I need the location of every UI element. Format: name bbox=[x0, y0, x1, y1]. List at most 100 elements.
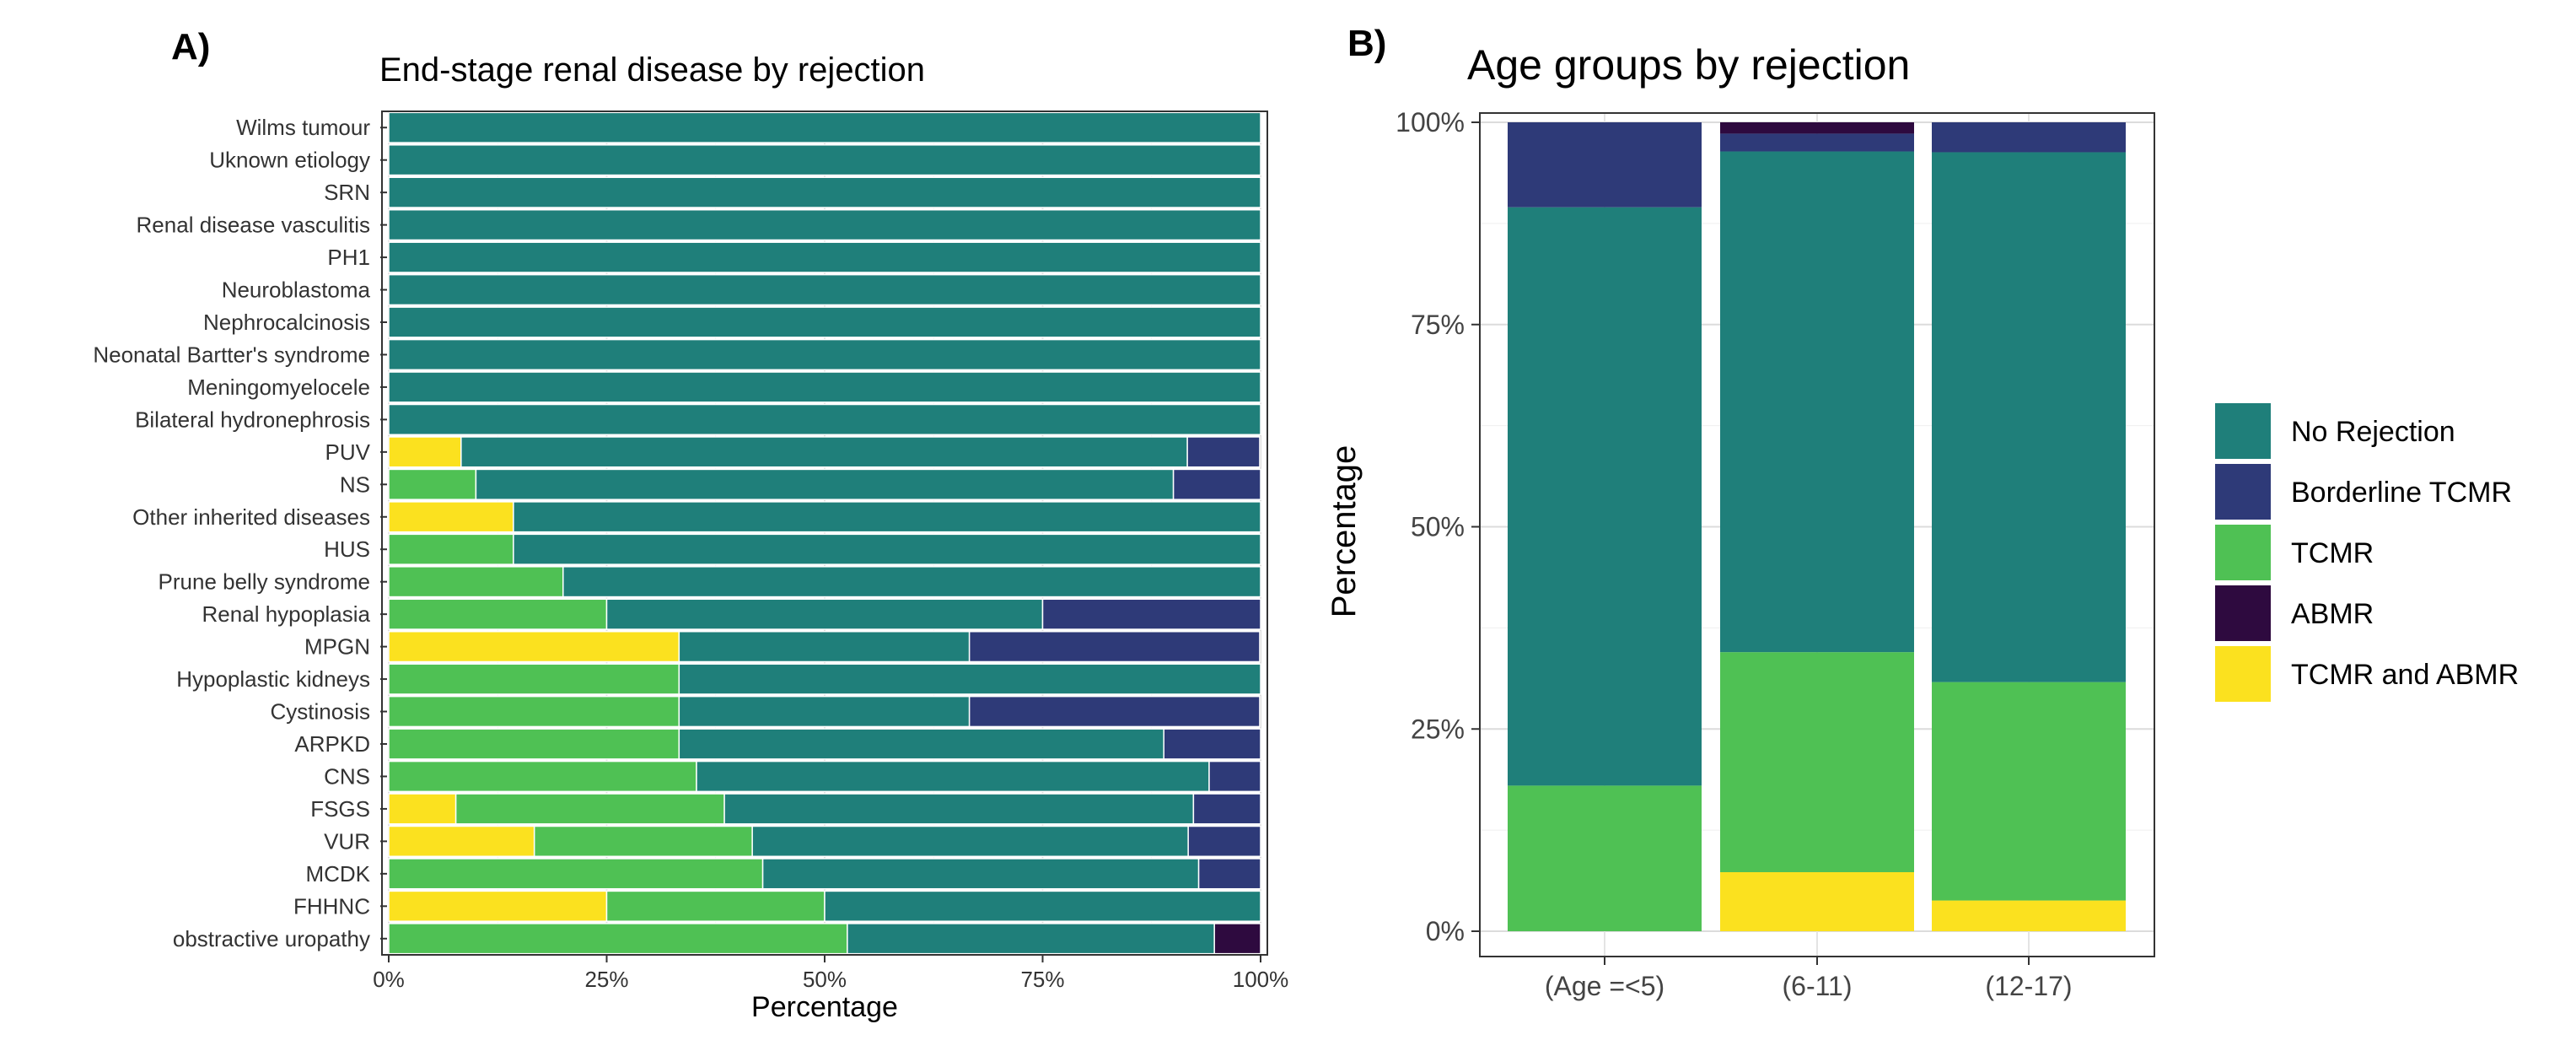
chart-a-category-label: CNS bbox=[324, 763, 370, 789]
chart-a-bar-vur-tcmr-and-abmr bbox=[388, 825, 535, 858]
chart-a-bar-ns-borderline-tcmr bbox=[1172, 468, 1261, 500]
chart-a-bar-mpgn-tcmr-and-abmr bbox=[388, 630, 680, 663]
chart-a-bar-bilateral-hydronephrosis-no-rejection bbox=[388, 403, 1261, 436]
chart-b-bar-12-17-borderline-tcmr bbox=[1932, 122, 2126, 153]
chart-a-category-label: Other inherited diseases bbox=[132, 504, 370, 530]
chart-a-category-label: Hypoplastic kidneys bbox=[176, 666, 370, 692]
chart-a-category-label: PUV bbox=[325, 439, 371, 465]
chart-b-x-tick-label: (Age =<5) bbox=[1545, 971, 1664, 1001]
chart-a-bar-mpgn-no-rejection bbox=[678, 630, 971, 663]
chart-a-bar-meningomyelocele-no-rejection bbox=[388, 371, 1261, 403]
chart-a-bar-fsgs-no-rejection bbox=[723, 793, 1195, 825]
chart-a-category-label: VUR bbox=[324, 828, 370, 854]
chart-a-category-label: MPGN bbox=[304, 634, 370, 660]
chart-a-bar-vur-no-rejection bbox=[751, 825, 1189, 858]
chart-a-x-tick-label: 0% bbox=[373, 967, 405, 992]
chart-a-category-label: Cystinosis bbox=[271, 699, 370, 725]
chart-a-bar-other-inherited-diseases-tcmr-and-abmr bbox=[388, 501, 514, 533]
chart-b-bar-6-11-abmr bbox=[1720, 122, 1914, 134]
chart-a-category-labels: Wilms tumour Uknown etiology SRN Renal dise… bbox=[93, 115, 387, 951]
chart-a-bar-arpkd-no-rejection bbox=[678, 728, 1164, 760]
chart-a-category-label: MCDK bbox=[305, 861, 370, 887]
chart-a-bar-cns-borderline-tcmr bbox=[1208, 760, 1261, 793]
legend-swatch-no-rejection bbox=[2215, 403, 2271, 459]
chart-a-x-tick-label: 50% bbox=[803, 967, 847, 992]
chart-a-bar-vur-borderline-tcmr bbox=[1187, 825, 1261, 858]
chart-b-y-tick-label: 25% bbox=[1411, 714, 1465, 744]
chart-b-bar-6-11-tcmr bbox=[1720, 652, 1914, 872]
chart-b-y-tick-label: 50% bbox=[1411, 512, 1465, 542]
chart-a-category-label: Renal disease vasculitis bbox=[137, 213, 370, 238]
chart-b-bar-age-5-tcmr bbox=[1508, 785, 1702, 931]
chart-a-category-label: Uknown etiology bbox=[209, 148, 370, 173]
chart-a-bar-neuroblastoma-no-rejection bbox=[388, 273, 1261, 306]
chart-a-bar-hypoplastic-kidneys-tcmr bbox=[388, 663, 680, 695]
chart-a-category-label: Renal hypoplasia bbox=[202, 601, 371, 627]
chart-a-category-label: Meningomyelocele bbox=[187, 375, 370, 400]
chart-a-x-ticks: 0% 25% 50% 75% 100% bbox=[373, 955, 1288, 992]
legend: No Rejection Borderline TCMR TCMR ABMR TCMR … bbox=[2215, 403, 2519, 702]
legend-label-tcmr: TCMR bbox=[2291, 537, 2374, 569]
chart-a-category-label: Bilateral hydronephrosis bbox=[135, 407, 370, 432]
chart-a-category-label: Nephrocalcinosis bbox=[203, 310, 370, 335]
chart-b-title: Age groups by rejection bbox=[1467, 41, 1910, 89]
chart-a: End-stage renal disease by rejection Wil… bbox=[93, 51, 1288, 1023]
chart-a-x-tick-label: 25% bbox=[584, 967, 628, 992]
chart-a-category-label: Wilms tumour bbox=[236, 115, 370, 140]
chart-a-bar-mcdk-no-rejection bbox=[761, 858, 1200, 890]
chart-b-x-tick-label: (12-17) bbox=[1985, 971, 2072, 1001]
chart-b-y-tick-label: 0% bbox=[1426, 916, 1465, 946]
chart-a-bar-prune-belly-syndrome-tcmr bbox=[388, 566, 564, 598]
chart-a-bar-ph1-no-rejection bbox=[388, 241, 1261, 273]
chart-a-category-label: obstractive uropathy bbox=[173, 926, 370, 951]
chart-b-x-tick-label: (6-11) bbox=[1783, 971, 1853, 1001]
chart-a-bar-vur-tcmr bbox=[533, 825, 753, 858]
legend-swatch-tcmr-and-abmr bbox=[2215, 646, 2271, 702]
legend-swatch-abmr bbox=[2215, 585, 2271, 641]
legend-label-no-rejection: No Rejection bbox=[2291, 416, 2455, 448]
chart-b-y-tick-label: 100% bbox=[1396, 107, 1465, 137]
chart-a-bar-cystinosis-tcmr bbox=[388, 695, 680, 728]
chart-a-bar-ns-no-rejection bbox=[475, 468, 1175, 500]
chart-a-bar-fsgs-tcmr-and-abmr bbox=[388, 793, 457, 825]
chart-a-bar-fhhnc-tcmr bbox=[605, 890, 826, 922]
legend-label-tcmr-and-abmr: TCMR and ABMR bbox=[2291, 659, 2519, 691]
chart-a-bar-mcdk-tcmr bbox=[388, 858, 764, 890]
chart-a-bar-arpkd-borderline-tcmr bbox=[1163, 728, 1261, 760]
chart-a-bar-obstractive-uropathy-tcmr bbox=[388, 923, 848, 955]
chart-a-bar-srn-no-rejection bbox=[388, 176, 1261, 208]
chart-a-category-label: Neonatal Bartter's syndrome bbox=[93, 342, 370, 367]
panel-b-label: B) bbox=[1347, 23, 1386, 64]
chart-a-category-label: FHHNC bbox=[293, 893, 370, 919]
chart-a-bar-neonatal-bartter-s-syndrome-no-rejection bbox=[388, 338, 1261, 371]
chart-a-bar-arpkd-tcmr bbox=[388, 728, 680, 760]
chart-a-category-label: HUS bbox=[324, 536, 370, 562]
chart-a-bar-ns-tcmr bbox=[388, 468, 477, 500]
chart-a-bar-uknown-etiology-no-rejection bbox=[388, 144, 1261, 176]
chart-a-category-label: SRN bbox=[324, 180, 370, 205]
chart-b: Age groups by rejection 0%25%50%75%100% … bbox=[1326, 41, 2155, 1001]
chart-a-category-label: Neuroblastoma bbox=[222, 278, 371, 303]
chart-a-bar-other-inherited-diseases-no-rejection bbox=[513, 501, 1261, 533]
chart-b-x-ticks: (Age =<5) (6-11) (12-17) bbox=[1545, 957, 2073, 1001]
chart-a-bar-fhhnc-tcmr-and-abmr bbox=[388, 890, 608, 922]
chart-b-ylabel: Percentage bbox=[1326, 445, 1363, 618]
chart-a-bar-cns-tcmr bbox=[388, 760, 697, 793]
chart-b-y-ticks: 0% 25% 50% 75% 100% bbox=[1396, 107, 1480, 946]
chart-a-category-label: FSGS bbox=[310, 796, 370, 822]
chart-b-bar-6-11-borderline-tcmr bbox=[1720, 133, 1914, 152]
chart-b-bar-age-5-borderline-tcmr bbox=[1508, 122, 1702, 208]
chart-b-bar-12-17-no-rejection bbox=[1932, 152, 2126, 682]
chart-b-bar-12-17-tcmr bbox=[1932, 682, 2126, 901]
chart-a-bar-renal-hypoplasia-no-rejection bbox=[605, 598, 1044, 630]
chart-a-bar-renal-hypoplasia-borderline-tcmr bbox=[1041, 598, 1261, 630]
chart-b-bar-6-11-tcmr-and-abmr bbox=[1720, 871, 1914, 931]
chart-a-category-label: NS bbox=[340, 472, 370, 497]
legend-swatch-borderline-tcmr bbox=[2215, 464, 2271, 520]
chart-a-bar-cystinosis-borderline-tcmr bbox=[968, 695, 1261, 728]
chart-a-bar-wilms-tumour-no-rejection bbox=[388, 111, 1261, 143]
chart-a-bar-renal-disease-vasculitis-no-rejection bbox=[388, 208, 1261, 241]
chart-a-bars bbox=[388, 111, 1261, 955]
chart-a-bar-puv-tcmr-and-abmr bbox=[388, 436, 462, 468]
